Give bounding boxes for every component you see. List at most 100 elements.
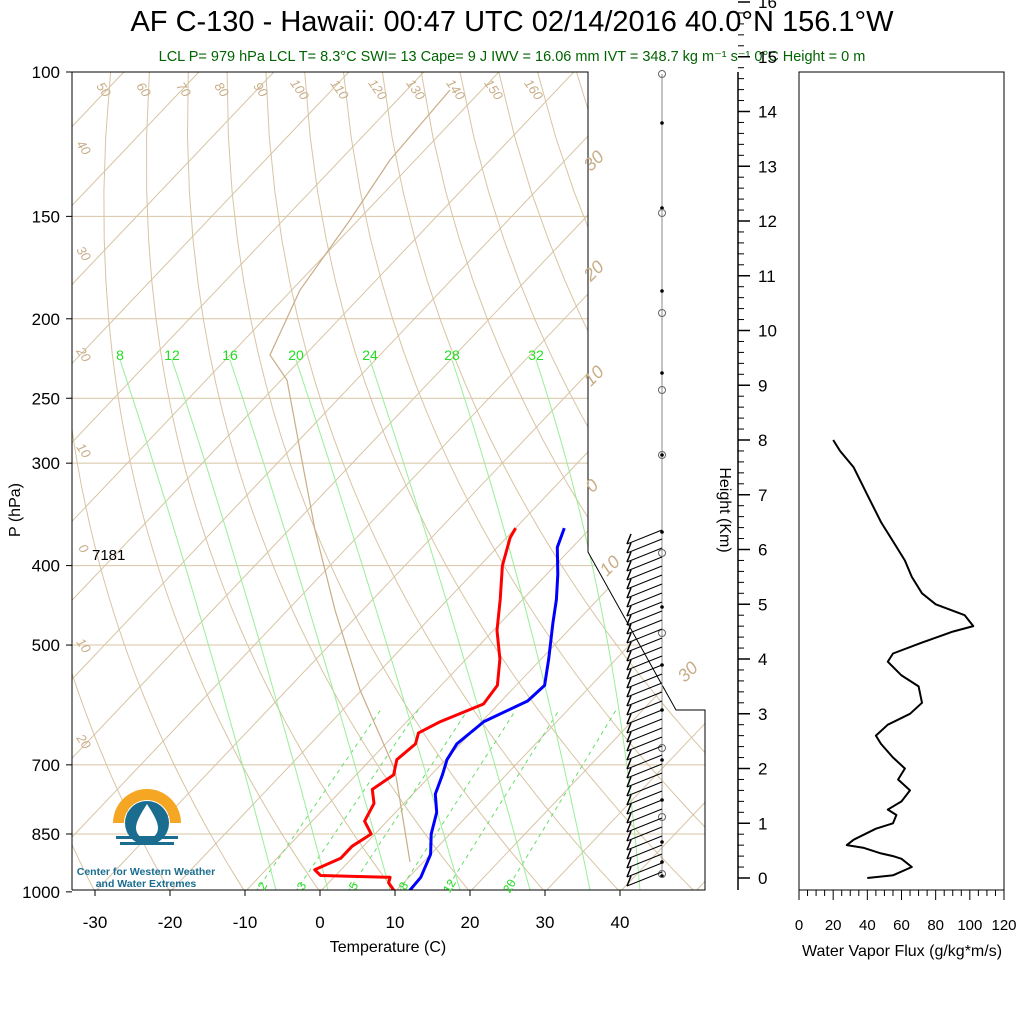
adiabat-label-left: 20	[73, 730, 95, 752]
mixing-ratio-label-top: 28	[444, 347, 460, 363]
wind-barb-flag	[626, 668, 632, 680]
dry-adiabat-line	[692, 72, 705, 890]
x-tick-label: -20	[158, 913, 183, 932]
isotherm-line	[72, 72, 500, 890]
dry-adiabat-line	[265, 72, 634, 890]
x-tick-label: 40	[611, 913, 630, 932]
wind-barb	[626, 538, 663, 554]
x-tick-label: -30	[83, 913, 108, 932]
wind-barb	[626, 844, 663, 860]
wind-barb	[626, 682, 663, 698]
x-tick-label: 30	[536, 913, 555, 932]
isotherm-line	[306, 72, 705, 890]
wind-barb	[626, 727, 663, 743]
adiabat-label-top: 60	[133, 79, 154, 100]
adiabat-label-right: 10	[596, 552, 624, 580]
isotherm-line	[72, 72, 350, 890]
y-axis-title: P (hPa)	[7, 483, 24, 537]
height-tick-label: 14	[758, 103, 777, 122]
wind-barb	[626, 745, 663, 761]
height-tick-label: 8	[758, 431, 767, 450]
dry-adiabat-line	[809, 72, 1024, 906]
height-tick-label: 0	[758, 869, 767, 888]
mixing-ratio-label-top: 16	[222, 347, 238, 363]
adiabat-label-right: 20	[579, 257, 608, 286]
mixing-ratio-line	[255, 709, 382, 890]
logo-text-line1: Center for Western Weather	[76, 866, 216, 878]
x-tick-label: 10	[386, 913, 405, 932]
water-vapor-flux-line	[832, 439, 975, 879]
wind-barb-flag	[626, 641, 632, 653]
height-tick-label: 16	[758, 0, 777, 12]
wind-calm-marker	[658, 309, 666, 317]
wind-barb	[626, 871, 663, 887]
wind-barb	[626, 772, 663, 788]
flux-x-tick-label: 40	[859, 917, 876, 934]
wind-barb-flag	[626, 812, 632, 824]
adiabat-label-top: 70	[173, 79, 194, 100]
adiabat-label-right: 30	[580, 147, 608, 175]
wind-barb	[626, 673, 663, 689]
moist-adiabat-line	[369, 359, 531, 890]
dry-adiabat-line	[304, 72, 705, 890]
adiabat-label-left: 10	[73, 635, 94, 656]
adiabat-label-right: 30	[674, 658, 702, 686]
skewt-plot-area	[72, 72, 1024, 906]
wind-barb	[626, 529, 663, 545]
temperature-profile-line	[407, 527, 566, 890]
height-tick-label: 13	[758, 157, 777, 176]
moist-adiabat-line	[229, 359, 391, 890]
height-tick-label: 1	[758, 814, 767, 833]
wind-calm-marker	[658, 70, 666, 78]
adiabat-label-top: 160	[521, 76, 546, 103]
wind-barb	[626, 592, 663, 608]
mixing-ratio-label-bottom: 20	[500, 876, 519, 895]
wind-calm-marker	[658, 386, 666, 394]
mixing-ratio-line	[504, 709, 617, 890]
wind-barb	[626, 610, 663, 626]
wind-level-dot	[660, 289, 664, 293]
adiabat-label-top: 150	[481, 76, 506, 103]
isotherm-line	[72, 72, 650, 890]
parcel-path	[269, 89, 451, 863]
adiabat-label-top: 140	[443, 76, 468, 103]
adiabat-label-right: 10	[580, 362, 608, 390]
wind-barb-flag	[626, 830, 632, 842]
adiabat-label-top: 100	[287, 76, 312, 103]
adiabat-label-top: 80	[211, 79, 232, 100]
wind-barb-flag	[626, 731, 632, 743]
chart-subtitle: LCL P= 979 hPa LCL T= 8.3°C SWI= 13 Cape…	[158, 49, 866, 65]
mixing-ratio-label-top: 20	[288, 347, 304, 363]
isotherm-line	[72, 72, 705, 890]
adiabat-label-left: 20	[73, 343, 95, 365]
wind-barb-flag	[626, 767, 632, 779]
dry-adiabat-line	[732, 72, 1024, 906]
wind-barb-flag	[626, 605, 632, 617]
dry-adiabat-line	[72, 72, 255, 890]
wind-barb-flag	[626, 587, 632, 599]
dry-adiabat-line	[186, 72, 482, 890]
flux-x-tick-label: 120	[991, 917, 1016, 934]
chart-title: AF C-130 - Hawaii: 00:47 UTC 02/14/2016 …	[130, 6, 894, 38]
mixing-ratio-label-top: 24	[362, 347, 378, 363]
wind-barb-flag	[626, 560, 632, 572]
wind-barb	[626, 763, 663, 779]
flux-x-tick-label: 0	[795, 917, 803, 934]
wind-barb	[626, 853, 663, 869]
wind-barb	[626, 862, 663, 878]
y-tick-label: 100	[32, 63, 60, 82]
adiabat-label-top: 110	[328, 77, 353, 103]
flux-x-axis-title: Water Vapor Flux (g/kg*m/s)	[802, 943, 1002, 960]
adiabat-label-top: 50	[93, 79, 114, 100]
height-tick-label: 4	[758, 650, 767, 669]
wind-barb	[626, 700, 663, 716]
dry-adiabat-line	[459, 72, 705, 890]
wind-barb	[626, 547, 663, 563]
wind-barb-flag	[626, 533, 632, 545]
wind-barb	[626, 691, 663, 707]
wind-barb-flag	[626, 659, 632, 671]
wind-barb-flag	[626, 632, 632, 644]
wind-level-dot	[660, 121, 664, 125]
dry-adiabat-line	[343, 72, 705, 890]
isotherm-line	[456, 72, 705, 890]
